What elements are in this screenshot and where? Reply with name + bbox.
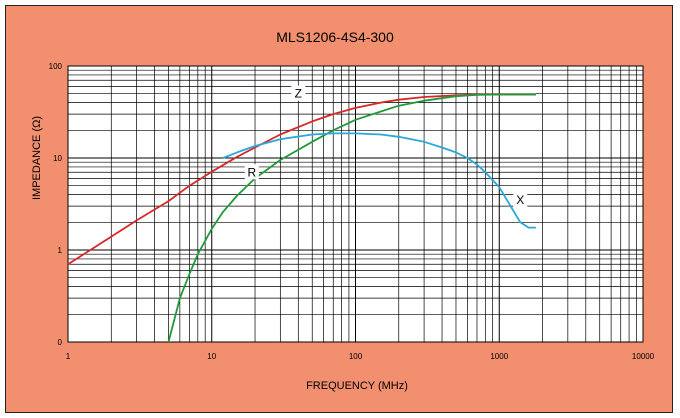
x-tick-label: 1000 [490,352,508,361]
annotation-bg [291,85,306,101]
x-axis-label: FREQUENCY (MHz) [306,380,408,392]
y-tick-label: 1 [58,246,63,255]
y-tick-label: 100 [49,62,63,71]
x-tick-label: 100 [349,352,363,361]
annotation-r: R [247,165,256,179]
annotation-bg [244,164,259,180]
y-tick-labels: 0 1 10 100 [49,62,63,347]
grid-lines [67,66,643,343]
annotation-z: Z [295,87,302,101]
x-tick-labels: 1 10 100 1000 10000 [66,352,655,361]
x-tick-label: 1 [66,352,71,361]
series-line-x [222,132,536,229]
series-line-r [167,93,536,343]
chart-title: MLS1206-4S4-300 [276,29,394,45]
y-tick-label: 10 [53,154,62,163]
x-tick-label: 10 [207,352,216,361]
annotation-bg [513,191,528,207]
annotation-x: X [516,193,524,207]
series-lines [67,93,536,343]
x-tick-label: 10000 [632,352,655,361]
y-axis-label: IMPEDANCE (Ω) [31,116,43,200]
y-tick-label: 0 [58,338,63,347]
annotation-labels: Z R X [244,85,528,207]
